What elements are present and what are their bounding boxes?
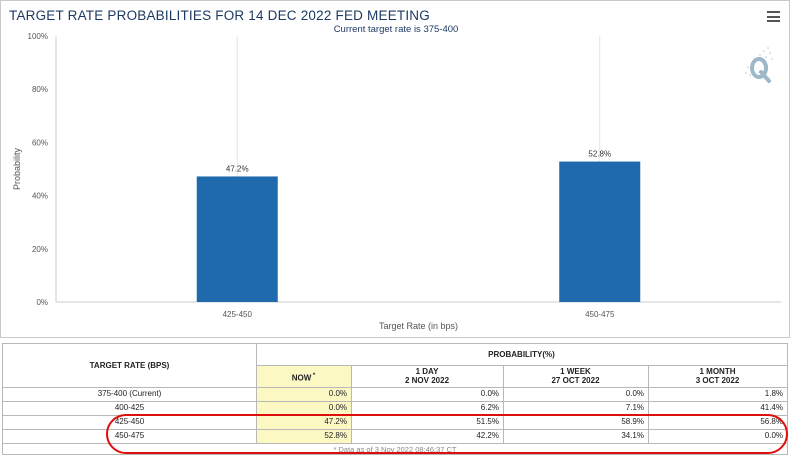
y-tick-label: 40% <box>32 192 48 201</box>
header-probability: PROBABILITY(%) <box>488 350 555 359</box>
now-value: 47.2% <box>324 417 347 426</box>
header-now: NOW * <box>256 365 351 387</box>
month-value: 1.8% <box>764 389 783 398</box>
bar-chart: 0% 20% 40% 60% 80% 100% 47.2% 425-450 52.8% 450-4… <box>12 32 781 331</box>
data-label: 52.8% <box>588 150 611 159</box>
table-vline <box>351 365 352 443</box>
header-1-day: 1 DAY 2 NOV 2022 <box>404 367 450 385</box>
data-label: 47.2% <box>226 164 249 173</box>
bar <box>559 161 641 302</box>
table-vline <box>256 344 257 443</box>
table-hline <box>3 387 787 388</box>
bar <box>196 176 278 302</box>
y-tick-label: 0% <box>36 298 48 307</box>
chart-title: TARGET RATE PROBABILITIES FOR 14 DEC 202… <box>9 8 430 23</box>
rate-cell: 400-425 <box>114 403 145 412</box>
header-target-rate: TARGET RATE (BPS) <box>89 361 170 370</box>
table-hline <box>3 429 787 430</box>
rate-cell: 375-400 (Current) <box>97 389 162 398</box>
week-value: 58.9% <box>621 417 644 426</box>
week-value: 0.0% <box>625 389 644 398</box>
x-tick-label: 425-450 <box>223 310 253 319</box>
watermark-logo <box>745 47 773 83</box>
table-hline <box>3 415 787 416</box>
day-value: 0.0% <box>480 389 499 398</box>
table-vline <box>503 365 504 443</box>
y-tick-label: 20% <box>32 245 48 254</box>
table-hline <box>256 365 787 366</box>
x-tick-label: 450-475 <box>585 310 615 319</box>
now-value: 0.0% <box>328 389 347 398</box>
y-tick-label: 60% <box>32 138 48 147</box>
y-axis-title: Probability <box>12 147 22 190</box>
table-footnote: * Data as of 3 Nov 2022 08:46:37 CT <box>333 445 457 454</box>
now-value: 0.0% <box>328 403 347 412</box>
month-value: 56.8% <box>760 417 783 426</box>
day-value: 6.2% <box>480 403 499 412</box>
y-tick-label: 80% <box>32 85 48 94</box>
table-vline <box>648 365 649 443</box>
rate-cell: 450-475 <box>114 431 145 440</box>
chart-subtitle: Current target rate is 375-400 <box>333 24 459 35</box>
header-1-month: 1 MONTH 3 OCT 2022 <box>695 367 740 385</box>
probability-table: TARGET RATE (BPS) PROBABILITY(%) NOW * 1 DA… <box>2 343 788 455</box>
y-tick-label: 100% <box>28 32 48 41</box>
table-hline <box>3 443 787 444</box>
table-hline <box>3 401 787 402</box>
now-value: 52.8% <box>324 431 347 440</box>
month-value: 41.4% <box>760 403 783 412</box>
day-value: 51.5% <box>476 417 499 426</box>
header-1-week: 1 WEEK 27 OCT 2022 <box>551 367 600 385</box>
rate-cell: 425-450 <box>114 417 145 426</box>
week-value: 34.1% <box>621 431 644 440</box>
day-value: 42.2% <box>476 431 499 440</box>
week-value: 7.1% <box>625 403 644 412</box>
hamburger-menu-icon[interactable] <box>767 11 780 22</box>
chart-panel: TARGET RATE PROBABILITIES FOR 14 DEC 202… <box>0 0 790 338</box>
x-axis-title: Target Rate (in bps) <box>379 321 458 331</box>
month-value: 0.0% <box>764 431 783 440</box>
